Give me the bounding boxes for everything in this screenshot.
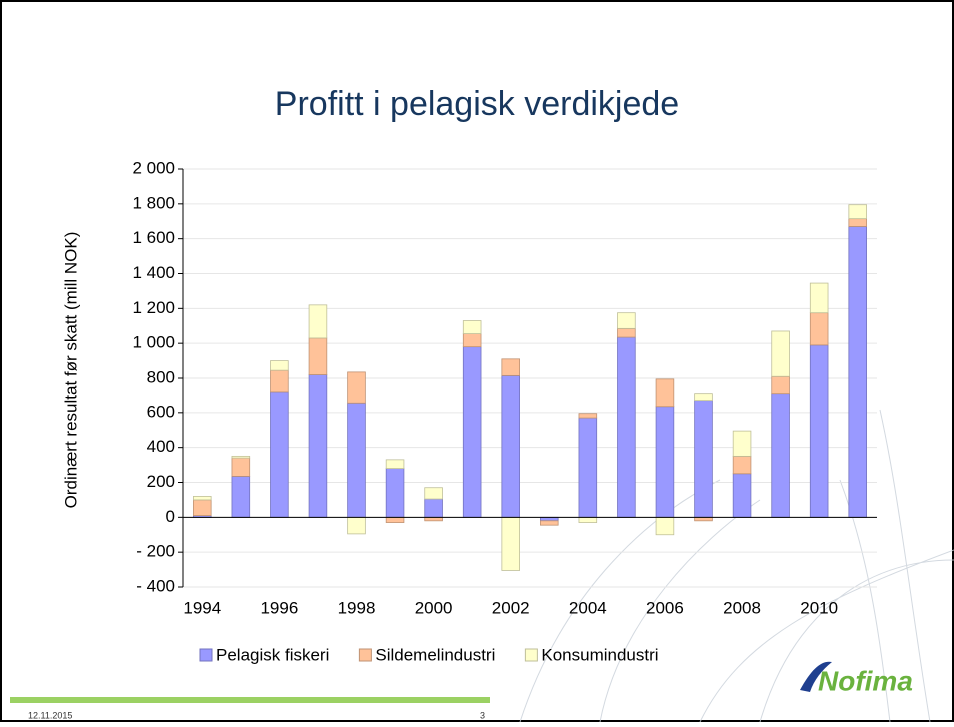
logo-swoosh <box>800 661 832 692</box>
footer-date: 12.11.2015 <box>28 710 72 720</box>
bar <box>231 457 251 477</box>
x-tick-label: 2002 <box>492 598 530 617</box>
bar <box>462 333 482 348</box>
x-tick-label: 2000 <box>415 598 453 617</box>
bar <box>308 374 328 518</box>
bar <box>655 516 675 536</box>
legend-label: Pelagisk fiskeri <box>216 645 329 664</box>
bar <box>809 344 829 518</box>
legend-swatch <box>524 648 538 662</box>
y-tick-label: 1 600 <box>132 228 175 247</box>
bar <box>732 455 752 475</box>
bar <box>501 374 520 518</box>
x-tick-label: 1998 <box>338 598 376 617</box>
legend-label: Konsumindustri <box>541 645 658 664</box>
y-tick-label: 800 <box>147 367 175 386</box>
bar <box>270 369 289 393</box>
bar <box>270 360 289 371</box>
bar <box>694 516 713 522</box>
bar <box>848 204 867 220</box>
bar <box>193 496 212 501</box>
chart-title: Profitt i pelagisk verdikjede <box>275 85 679 123</box>
y-tick-label: 1 800 <box>132 193 175 212</box>
bar <box>347 516 366 535</box>
bar <box>655 406 675 518</box>
y-tick-label: 1 000 <box>132 333 175 352</box>
legend-swatch <box>358 648 372 662</box>
bar <box>308 337 328 375</box>
bar <box>540 520 559 526</box>
y-tick-label: 0 <box>166 507 175 526</box>
bar <box>462 320 482 334</box>
bar <box>578 417 598 518</box>
bar <box>617 312 636 329</box>
bar <box>424 487 443 500</box>
y-tick-label: 200 <box>147 472 175 491</box>
logo: Nofima <box>818 665 913 696</box>
x-tick-label: 2006 <box>646 598 684 617</box>
footer-page: 3 <box>480 710 485 720</box>
bar <box>617 336 636 518</box>
bar <box>771 375 790 395</box>
bar <box>694 400 713 518</box>
bar <box>231 455 251 459</box>
bar <box>347 402 366 518</box>
bar <box>809 312 829 346</box>
bar <box>462 346 482 518</box>
y-tick-label: 2 000 <box>132 158 175 177</box>
y-tick-label: 1 200 <box>132 298 175 317</box>
bar <box>617 327 636 338</box>
bar <box>809 282 829 314</box>
bar <box>501 358 520 376</box>
bar <box>308 304 328 339</box>
bar <box>501 516 520 571</box>
bar <box>848 226 867 518</box>
legend-swatch <box>199 648 213 662</box>
bar <box>347 371 366 404</box>
plot: - 400 - 200 0 200 400 600 800 1 000 1 200 1 400 1 … <box>132 158 877 664</box>
legend-label: Sildemelindustri <box>375 645 495 664</box>
bar <box>270 391 289 518</box>
bar <box>655 378 675 408</box>
x-tick-label: 2010 <box>800 598 838 617</box>
bar <box>732 473 752 518</box>
x-tick-label: 2008 <box>723 598 761 617</box>
footer-bar <box>10 697 490 703</box>
bar <box>694 393 713 402</box>
bar <box>732 430 752 457</box>
decoration <box>519 409 954 723</box>
bar <box>578 516 598 523</box>
x-tick-label: 1994 <box>183 598 221 617</box>
bar <box>193 499 212 516</box>
bar <box>385 516 405 523</box>
y-tick-label: 400 <box>147 437 175 456</box>
bar <box>424 516 443 522</box>
bar <box>231 476 251 518</box>
bar <box>540 516 559 522</box>
y-axis-label: Ordinært resultat før skatt (mill NOK) <box>61 232 80 509</box>
bar <box>424 498 443 518</box>
x-tick-label: 2004 <box>569 598 607 617</box>
bar <box>578 413 598 419</box>
bar <box>385 459 405 469</box>
bar <box>848 218 867 227</box>
y-tick-label: 600 <box>147 402 175 421</box>
bar <box>385 468 405 518</box>
y-tick-label: 1 400 <box>132 263 175 282</box>
x-tick-label: 1996 <box>260 598 298 617</box>
bar <box>771 393 790 518</box>
y-tick-label: - 200 <box>136 542 175 561</box>
y-tick-label: - 400 <box>136 576 175 595</box>
bar <box>771 330 790 377</box>
